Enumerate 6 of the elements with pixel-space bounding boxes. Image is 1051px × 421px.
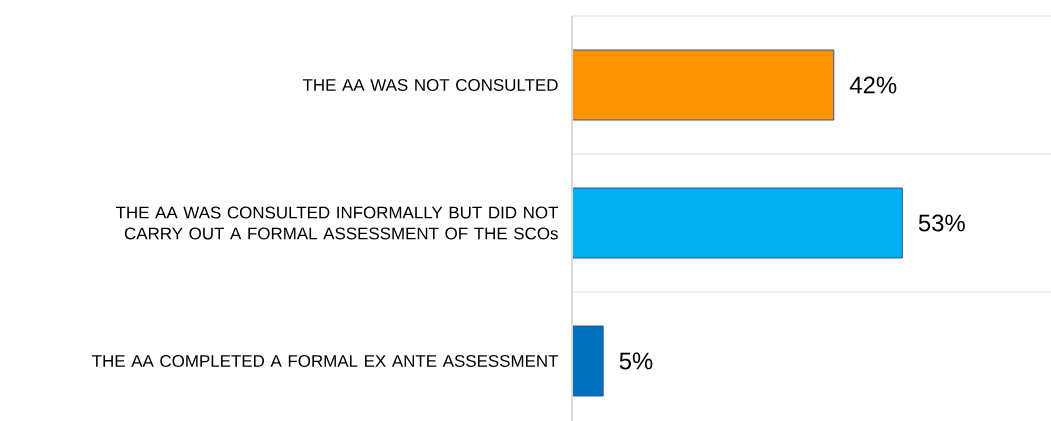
data-label: 5%	[619, 352, 653, 370]
y-tick-label: THE AA WAS NOT CONSULTED	[302, 79, 558, 91]
data-label: 53%	[918, 214, 965, 232]
y-tick-label: THE AA COMPLETED A FORMAL EX ANTE ASSESSMENT	[92, 355, 559, 368]
data-label: 42%	[849, 76, 897, 94]
y-tick-label: THE AA WAS CONSULTED INFORMALLY BUT DID NOT CARRY OUT A FORMAL ASSESSMENT OF THE SCOs	[115, 206, 559, 240]
